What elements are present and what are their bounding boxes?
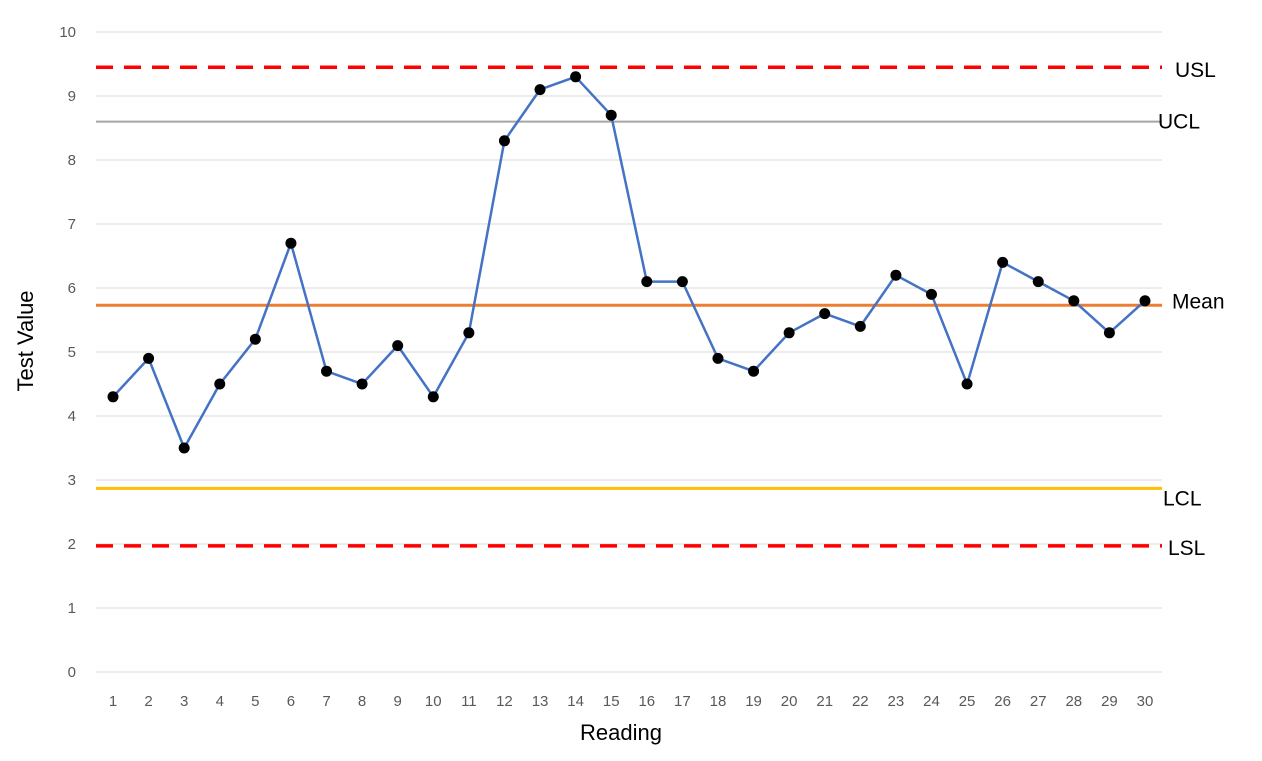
x-tick-label: 15 [603, 693, 620, 710]
gridlines [96, 31, 1162, 673]
reference-label-usl: USL [1175, 59, 1216, 82]
data-point [605, 109, 617, 121]
x-tick-label: 17 [674, 693, 691, 710]
x-tick-label: 22 [852, 693, 869, 710]
data-point [214, 378, 226, 390]
x-tick-label: 29 [1101, 693, 1118, 710]
y-tick-label: 10 [59, 24, 76, 41]
x-tick-label: 8 [358, 693, 366, 710]
data-point [534, 84, 546, 96]
reference-label-mean: Mean [1172, 290, 1225, 313]
data-point [854, 320, 866, 332]
data-point [783, 327, 795, 339]
x-tick-label: 21 [816, 693, 833, 710]
x-tick-label: 5 [251, 693, 259, 710]
data-series [107, 71, 1151, 454]
x-tick-label: 27 [1030, 693, 1047, 710]
x-tick-label: 1 [109, 693, 117, 710]
data-point [285, 237, 297, 249]
x-tick-label: 3 [180, 693, 188, 710]
reference-lines: USL UCL Mean LCL LSL [96, 59, 1225, 560]
x-tick-label: 28 [1065, 693, 1082, 710]
x-tick-label: 13 [532, 693, 549, 710]
x-axis-ticks: 1 2 3 4 5 6 7 8 9 10 11 12 13 14 15 16 17 18 19 20 21 22 23 24 2… [109, 693, 1154, 710]
data-point [1068, 295, 1080, 307]
y-tick-label: 3 [68, 472, 76, 489]
data-point [463, 327, 475, 339]
y-tick-label: 6 [68, 280, 76, 297]
data-point [1032, 276, 1044, 288]
data-point [961, 378, 973, 390]
x-tick-label: 23 [888, 693, 905, 710]
data-point [249, 333, 261, 345]
x-tick-label: 24 [923, 693, 940, 710]
data-point [570, 71, 582, 83]
x-tick-label: 19 [745, 693, 762, 710]
y-tick-label: 5 [68, 344, 76, 361]
x-tick-label: 18 [710, 693, 727, 710]
y-tick-label: 9 [68, 88, 76, 105]
x-tick-label: 14 [567, 693, 584, 710]
data-point [1103, 327, 1115, 339]
data-point [1139, 295, 1151, 307]
data-point [748, 365, 760, 377]
y-tick-label: 4 [68, 408, 76, 425]
data-point [676, 276, 688, 288]
y-tick-label: 0 [68, 664, 76, 681]
y-tick-label: 8 [68, 152, 76, 169]
x-tick-label: 4 [216, 693, 224, 710]
data-point [498, 135, 510, 147]
x-tick-label: 2 [144, 693, 152, 710]
data-point [107, 391, 119, 403]
y-tick-label: 7 [68, 216, 76, 233]
x-tick-label: 10 [425, 693, 442, 710]
x-tick-label: 12 [496, 693, 513, 710]
data-point [427, 391, 439, 403]
x-tick-label: 26 [994, 693, 1011, 710]
data-point [819, 308, 831, 320]
x-tick-label: 6 [287, 693, 295, 710]
reference-label-lcl: LCL [1163, 487, 1202, 510]
data-point [890, 269, 902, 281]
data-point [392, 340, 404, 352]
x-tick-label: 30 [1137, 693, 1154, 710]
x-axis-title: Reading [580, 720, 662, 745]
series-line [112, 75, 1146, 450]
x-tick-label: 20 [781, 693, 798, 710]
y-tick-label: 2 [68, 536, 76, 553]
x-tick-label: 9 [394, 693, 402, 710]
x-tick-label: 25 [959, 693, 976, 710]
y-tick-label: 1 [68, 600, 76, 617]
data-point [641, 276, 653, 288]
data-point [712, 352, 724, 364]
x-tick-label: 16 [638, 693, 655, 710]
y-axis-ticks: 0 1 2 3 4 5 6 7 8 9 10 [59, 24, 76, 681]
reference-label-ucl: UCL [1158, 111, 1200, 134]
data-point [356, 378, 368, 390]
data-point [997, 256, 1009, 268]
data-point [925, 288, 937, 300]
y-axis-title: Test Value [13, 290, 38, 391]
reference-label-lsl: LSL [1168, 537, 1205, 560]
x-tick-label: 7 [322, 693, 330, 710]
x-tick-label: 11 [461, 693, 477, 710]
data-point [178, 442, 190, 454]
data-point [321, 365, 333, 377]
data-point [143, 352, 155, 364]
